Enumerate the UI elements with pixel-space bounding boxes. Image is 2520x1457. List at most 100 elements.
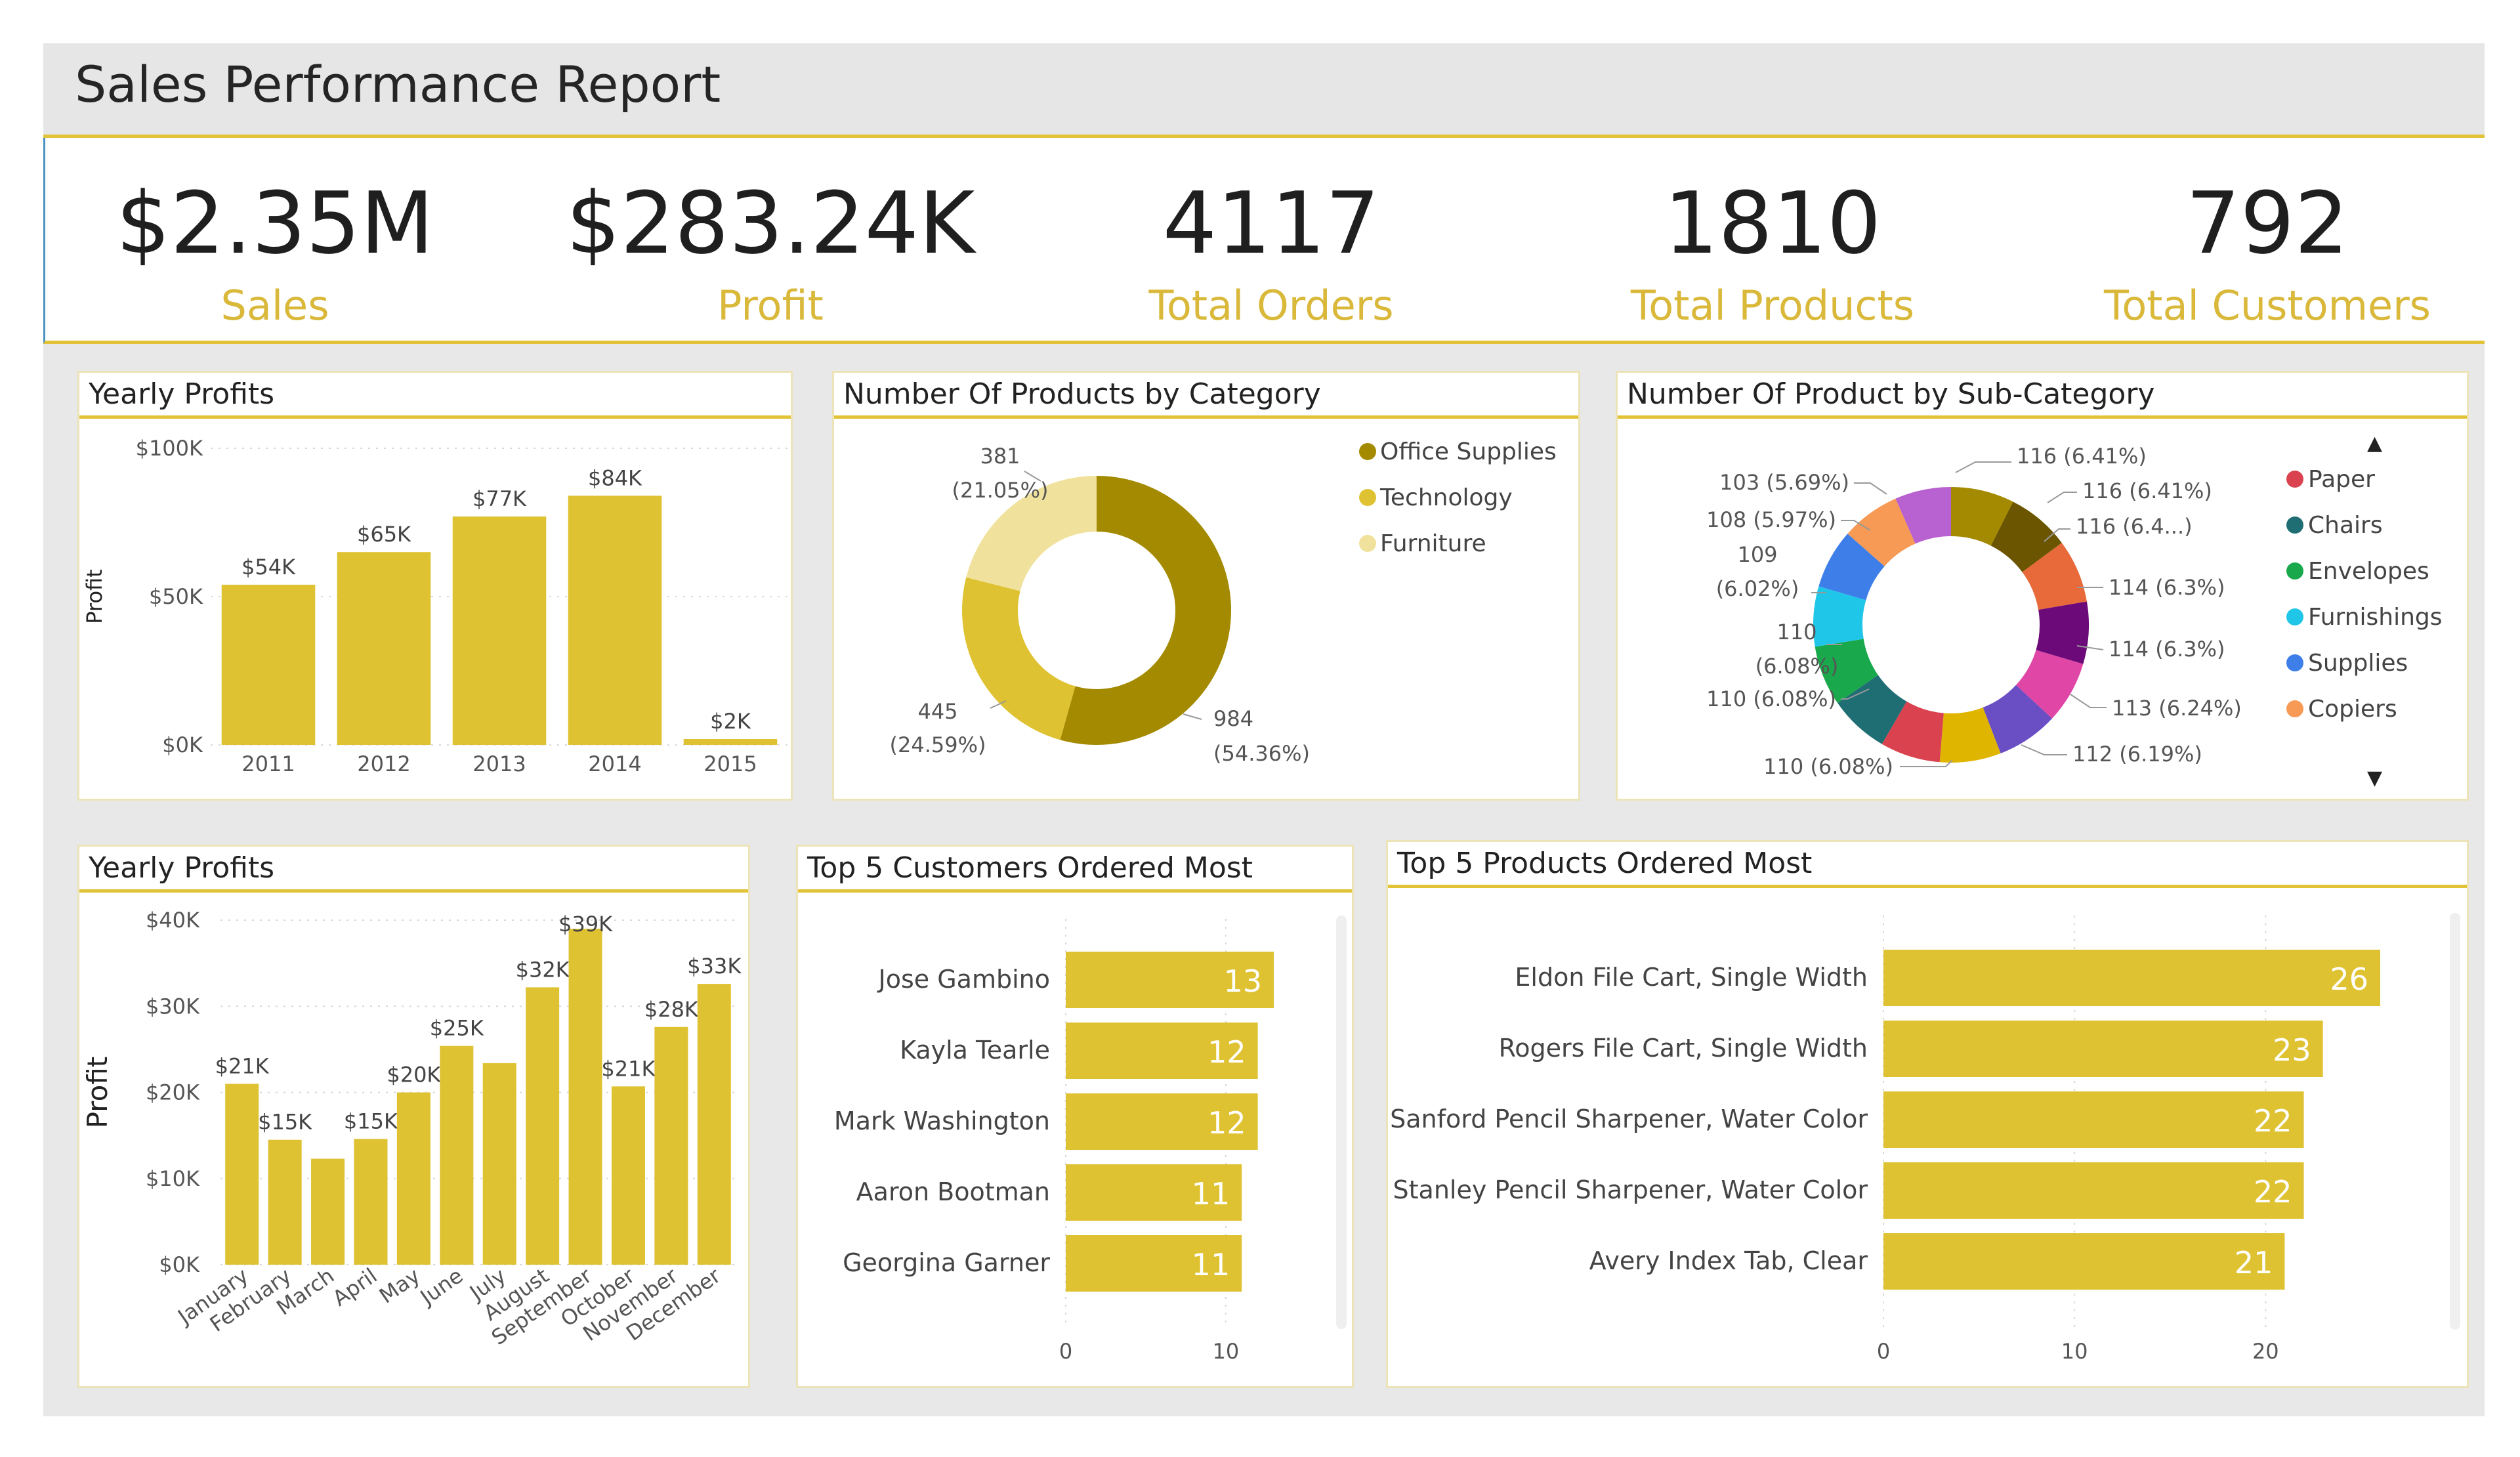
leader-line: [2076, 645, 2104, 650]
legend-marker: [1359, 443, 1376, 460]
data-label: 21: [2235, 1245, 2273, 1280]
pie-slice: [1895, 487, 1951, 544]
bar: [1066, 952, 1274, 1008]
customers-scrollbar[interactable]: [1336, 916, 1347, 1329]
slice-label: 113 (6.24%): [2112, 696, 2242, 721]
slice-label: 108 (5.97%): [1706, 507, 1836, 532]
panel-yearly-profits[interactable]: Yearly Profits $0K $50K $100K $54K 2011 $65K 2…: [77, 371, 793, 801]
slice-label: (6.08%): [1755, 654, 1839, 679]
kpi-total-customers: 792 Total Customers: [2038, 138, 2497, 332]
legend-marker: [2286, 700, 2303, 717]
data-label: $39K: [558, 912, 613, 937]
bar: [1883, 1233, 2285, 1290]
leader-line: [1955, 461, 2011, 473]
slice-label: 445: [917, 699, 957, 724]
bar: [311, 1158, 345, 1265]
data-label: $84K: [588, 465, 642, 490]
legend-marker: [2286, 562, 2303, 580]
report-title: Sales Performance Report: [75, 55, 721, 114]
panel-subcategory[interactable]: Number Of Product by Sub-Category 116 (6…: [1616, 371, 2469, 801]
kpi-sales-value: $2.35M: [116, 173, 434, 273]
panel-top-products[interactable]: Top 5 Products Ordered Most 0 10 20 26 Eldon…: [1386, 840, 2469, 1388]
slice-label: 116 (6.4...): [2076, 514, 2193, 539]
slice-label: 110: [1776, 620, 1816, 644]
bar: [337, 552, 431, 745]
x-tick-label: 10: [2061, 1339, 2088, 1364]
legend-label: Office Supplies: [1380, 438, 1557, 465]
x-tick-label: 2013: [472, 751, 526, 776]
x-tick-label: 2011: [242, 751, 295, 776]
bar: [526, 987, 560, 1265]
panel-monthly-profits[interactable]: Yearly Profits $0K $10K $20K $30K $40K $21K Ja…: [77, 845, 750, 1388]
bar: [568, 929, 602, 1265]
data-label: $77K: [472, 486, 527, 511]
legend-scroll-down-icon[interactable]: ▼: [2367, 767, 2383, 790]
bar: [268, 1139, 302, 1265]
panel-top-customers[interactable]: Top 5 Customers Ordered Most 0 10 13 Jose G…: [796, 845, 1354, 1388]
kpi-total-products-label: Total Products: [1630, 282, 1915, 329]
data-label: $20K: [387, 1063, 441, 1087]
data-label: 11: [1192, 1176, 1230, 1212]
bar: [1883, 950, 2380, 1006]
category-label: Kayla Tearle: [900, 1036, 1050, 1065]
legend-label: Copiers: [2308, 696, 2397, 723]
bar: [1883, 1091, 2304, 1148]
category-donut-chart: 984 (54.36%) 445 (24.59%) 381 (21.05%) Office …: [890, 438, 1557, 766]
leader-line: [990, 700, 1007, 709]
data-label: $65K: [357, 522, 411, 547]
category-label: Georgina Garner: [843, 1248, 1050, 1277]
data-label: 12: [1208, 1034, 1246, 1070]
data-label: $33K: [687, 954, 742, 979]
kpi-total-products: 1810 Total Products: [1543, 138, 2002, 332]
kpi-total-products-value: 1810: [1664, 173, 1881, 273]
category-label: Aaron Bootman: [856, 1177, 1050, 1206]
leader-line: [2021, 744, 2067, 755]
panel-category[interactable]: Number Of Products by Category 984 (54.36…: [832, 371, 1580, 801]
pie-slice: [1838, 675, 1907, 744]
y-tick-label: $20K: [146, 1080, 200, 1105]
data-label: 22: [2254, 1174, 2292, 1210]
top-customers-chart: 0 10 13 Jose Gambino 12 Kayla Tearle 12 Mark Wa…: [834, 919, 1274, 1364]
bar: [697, 984, 731, 1265]
slice-label: 116 (6.41%): [2082, 478, 2212, 503]
slice-label: 381: [980, 444, 1020, 469]
panel-category-title: Number Of Products by Category: [834, 373, 1578, 419]
monthly-profits-chart: $0K$10K$20K$30K$40K$21KJanuary$15KFebrua…: [81, 908, 742, 1350]
slice-label: 114 (6.3%): [2109, 575, 2225, 600]
data-label: $15K: [258, 1110, 312, 1135]
x-tick-label: 2012: [357, 751, 410, 776]
bar: [568, 496, 662, 745]
data-label: 26: [2330, 961, 2368, 997]
pie-slice: [1951, 487, 2013, 546]
pie-slice: [1983, 685, 2052, 753]
slice-label: 112 (6.19%): [2072, 742, 2202, 767]
leader-line: [2047, 492, 2077, 503]
slice-label: 110 (6.08%): [1763, 754, 1893, 779]
legend-label: Supplies: [2308, 650, 2408, 677]
category-label: Avery Index Tab, Clear: [1589, 1246, 1868, 1275]
panel-subcat-title: Number Of Product by Sub-Category: [1618, 373, 2467, 419]
y-tick-label: $0K: [159, 1252, 200, 1277]
data-label: $21K: [601, 1056, 656, 1081]
bar: [452, 516, 547, 745]
legend-label: Envelopes: [2308, 558, 2429, 585]
slice-label: 114 (6.3%): [2109, 637, 2225, 662]
slice-label: (21.05%): [952, 478, 1049, 503]
pie-slice: [1939, 707, 2001, 763]
category-label: Mark Washington: [834, 1107, 1050, 1135]
x-tick-label: 2015: [704, 751, 757, 776]
pie-slice: [1990, 501, 2062, 572]
legend-label: Technology: [1379, 484, 1513, 511]
legend-scroll-up-icon[interactable]: ▲: [2367, 432, 2383, 455]
legend-marker: [1359, 535, 1376, 552]
pie-slice: [1815, 639, 1878, 704]
slice-label: 109: [1737, 542, 1777, 567]
x-tick-label: 0: [1059, 1339, 1072, 1364]
y-tick-label: $40K: [146, 908, 200, 933]
category-label: Jose Gambino: [877, 965, 1050, 994]
kpi-profit-label: Profit: [717, 282, 824, 329]
slice-label: (54.36%): [1213, 741, 1310, 766]
products-scrollbar[interactable]: [2450, 913, 2460, 1330]
top-products-chart: 0 10 20 26 Eldon File Cart, Single Width 23 Ro…: [1390, 916, 2380, 1364]
legend-marker: [2286, 608, 2303, 625]
